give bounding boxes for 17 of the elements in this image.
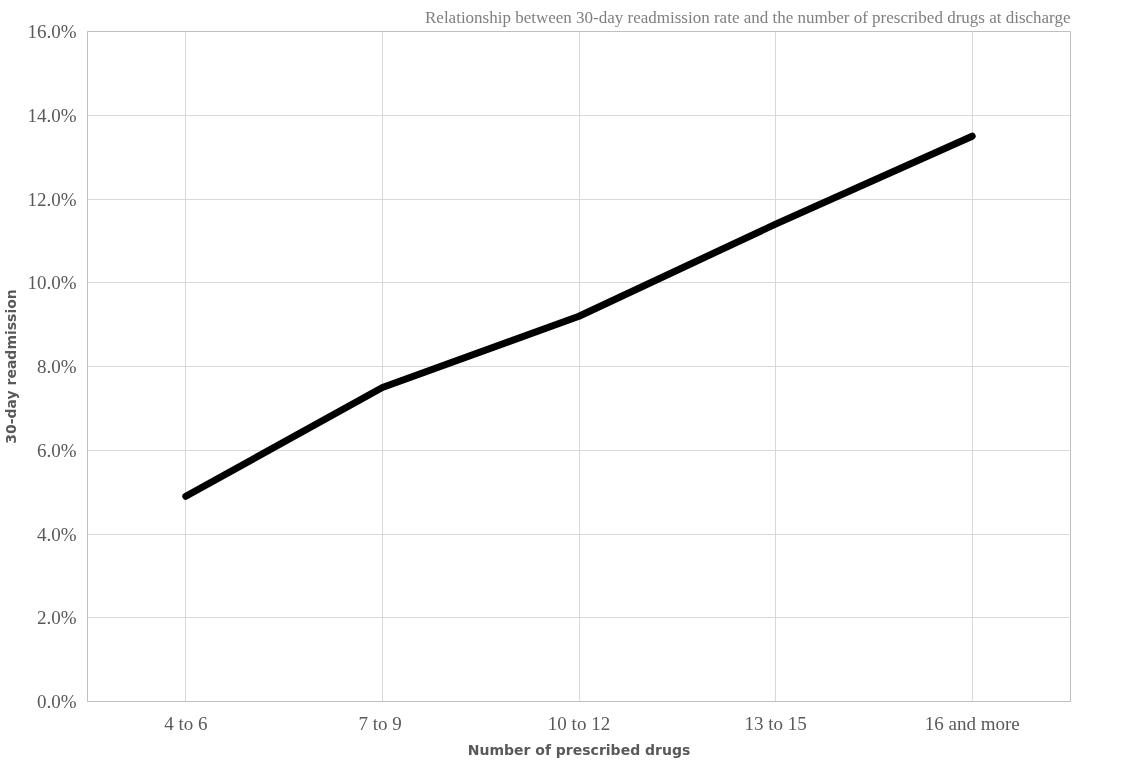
y-tick-label: 14.0%: [27, 104, 77, 126]
x-tick-label: 13 to 15: [744, 712, 807, 734]
x-tick-label: 10 to 12: [547, 712, 611, 734]
y-tick-label: 8.0%: [36, 356, 77, 377]
chart-title: Relationship between 30-day readmission rate and the number of prescribed drugs at discharge: [425, 7, 1071, 27]
y-tick-label: 6.0%: [36, 439, 77, 461]
y-tick-label: 16.0%: [27, 21, 77, 42]
y-axis-title: 30-day readmission: [3, 289, 20, 444]
y-tick-label: 12.0%: [27, 188, 77, 210]
x-tick-label: 4 to 6: [164, 712, 208, 734]
y-tick-label: 10.0%: [27, 272, 77, 294]
y-tick-label: 4.0%: [36, 523, 77, 545]
y-tick-label: 2.0%: [36, 607, 77, 629]
x-tick-label: 7 to 9: [358, 712, 402, 734]
y-tick-label: 0.0%: [36, 691, 77, 712]
x-axis-title: Number of prescribed drugs: [467, 741, 691, 758]
x-tick-label: 16 and more: [924, 712, 1020, 734]
